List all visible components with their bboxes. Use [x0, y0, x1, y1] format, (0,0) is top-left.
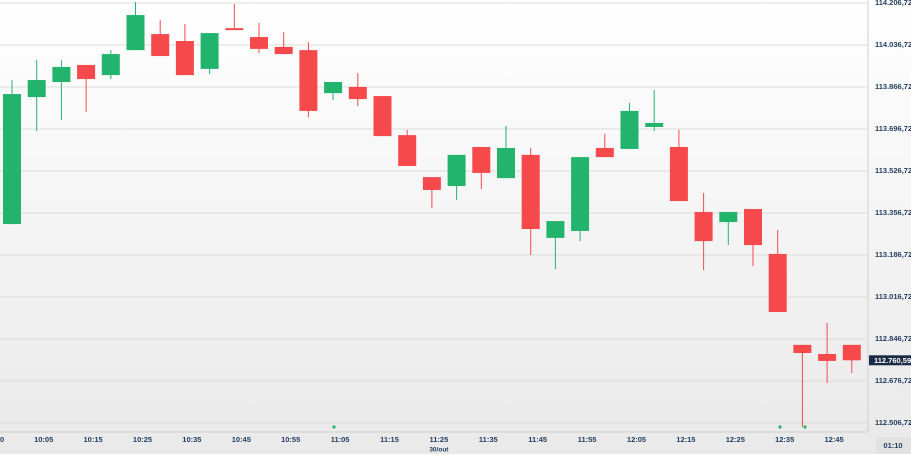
y-tick-label: 112.506,72: [875, 418, 911, 427]
marker: [803, 425, 807, 429]
candle-body: [151, 34, 170, 57]
x-tick-label: 10:15: [84, 435, 103, 444]
x-tick-label: 11:35: [479, 435, 498, 444]
candle-body: [200, 33, 219, 69]
y-tick-label: 114.036,72: [875, 40, 911, 49]
candle-body: [299, 50, 318, 111]
candle-body: [620, 110, 639, 149]
y-tick-label: 113.016,72: [875, 292, 911, 301]
candle-body: [694, 211, 713, 242]
candle-body: [595, 147, 614, 158]
countdown: 01:10: [883, 441, 902, 450]
candle-body: [447, 154, 466, 187]
y-tick-label: 113.866,72: [875, 82, 911, 91]
candle-body: [398, 135, 417, 166]
countdown-box: [876, 437, 911, 454]
y-tick-label: 113.356,72: [875, 208, 911, 217]
grid: [0, 2, 868, 424]
candle-body: [52, 66, 71, 82]
candle-body: [497, 147, 515, 179]
x-tick-label: 0: [0, 435, 4, 444]
x-tick-label: 12:25: [726, 435, 745, 444]
y-tick-label: 113.526,72: [875, 166, 911, 175]
candle-body: [348, 86, 367, 100]
candle-body: [669, 146, 688, 202]
x-tick-label: 12:15: [676, 435, 695, 444]
date-label: 30/out: [429, 447, 449, 454]
x-tick-label: 11:45: [528, 435, 547, 444]
x-tick-label: 10:55: [281, 435, 300, 444]
candle-body: [645, 123, 664, 127]
x-tick-label: 11:55: [578, 435, 597, 444]
candle-body: [842, 344, 861, 361]
candle-body: [250, 37, 268, 49]
candle-body: [571, 157, 590, 231]
candle-body: [27, 80, 46, 98]
x-tick-label: 10:45: [232, 435, 251, 444]
candle-body: [175, 40, 194, 76]
candle-body: [77, 64, 96, 80]
x-tick-label: 11:05: [331, 435, 350, 444]
candle-body: [719, 211, 738, 223]
candle-body: [373, 96, 392, 137]
candle-body: [546, 221, 565, 238]
y-tick-label: 114.206,72: [875, 0, 911, 7]
candle-body: [225, 28, 244, 31]
x-tick-label: 11:25: [430, 435, 449, 444]
candle-body: [818, 354, 837, 361]
candle-body: [3, 94, 21, 225]
candle-body: [126, 15, 145, 51]
candles: [3, 1, 861, 427]
x-tick-label: 12:45: [825, 435, 844, 444]
marker: [332, 425, 336, 429]
y-tick-label: 112.676,72: [875, 376, 911, 385]
price-tag: [869, 355, 911, 366]
x-tick-label: 10:25: [133, 435, 152, 444]
candle-body: [521, 154, 540, 229]
y-tick-label: 113.696,72: [875, 124, 911, 133]
y-tick-label: 112.846,72: [875, 334, 911, 343]
candle-body: [472, 146, 491, 173]
marker: [778, 425, 782, 429]
candle-body: [744, 208, 762, 246]
price-tag-label: 112.760,59: [874, 356, 911, 365]
x-tick-label: 12:05: [627, 435, 646, 444]
candle-body: [274, 46, 293, 55]
x-tick-label: 12:35: [775, 435, 794, 444]
candle-body: [101, 54, 120, 76]
x-tick-label: 10:05: [34, 435, 53, 444]
x-tick-label: 10:35: [182, 435, 201, 444]
candle-body: [793, 344, 812, 354]
candle-body: [768, 253, 787, 313]
x-tick-label: 11:15: [380, 435, 399, 444]
candle-body: [324, 81, 343, 94]
y-tick-label: 113.186,72: [875, 250, 911, 259]
candle-body: [422, 177, 441, 190]
